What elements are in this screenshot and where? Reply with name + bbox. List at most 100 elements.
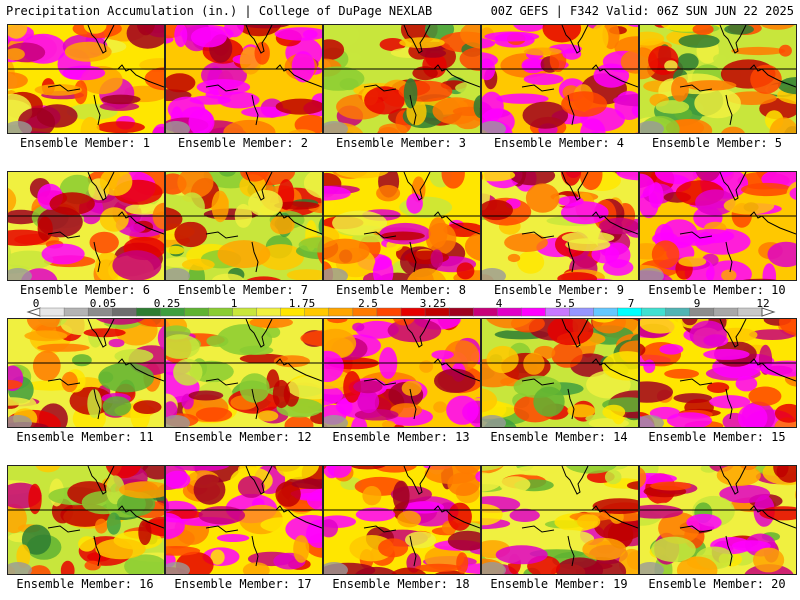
member-label: Ensemble Member: 7: [177, 283, 309, 297]
coastline: [205, 172, 322, 273]
colorbar-tick-label: 7: [627, 297, 635, 310]
colorbar-swatch: [208, 307, 234, 317]
precip-field: [324, 319, 480, 427]
member-label: Ensemble Member: 8: [335, 283, 467, 297]
colorbar-tick-label: 1: [230, 297, 238, 310]
precip-field: [166, 466, 322, 574]
member-map-panel: [7, 318, 165, 428]
coastline: [47, 319, 164, 420]
member-map-panel: [165, 465, 323, 575]
member-label: Ensemble Member: 6: [19, 283, 151, 297]
member-map-panel: [7, 24, 165, 134]
precip-field: [482, 25, 638, 133]
precip-field: [166, 25, 322, 133]
member-label: Ensemble Member: 5: [651, 136, 783, 150]
member-map-panel: [481, 171, 639, 281]
member-map-panel: [639, 318, 797, 428]
coastline: [363, 172, 480, 273]
member-label: Ensemble Member: 2: [177, 136, 309, 150]
precip-field: [8, 172, 164, 280]
precip-field: [324, 466, 480, 574]
member-label: Ensemble Member: 20: [648, 577, 786, 591]
member-map-panel: [323, 171, 481, 281]
colorbar-tick-label: 5.5: [555, 297, 575, 310]
member-map-panel: [165, 171, 323, 281]
member-map-panel: [481, 465, 639, 575]
member-map-panel: [165, 24, 323, 134]
member-label: Ensemble Member: 11: [16, 430, 154, 444]
colorbar-swatch: [328, 307, 354, 317]
precip-field: [324, 172, 480, 280]
precip-field: [166, 172, 322, 280]
coastline: [205, 319, 322, 420]
member-map-panel: [323, 24, 481, 134]
member-map-panel: [7, 171, 165, 281]
precip-field: [324, 25, 480, 133]
coastline: [521, 466, 638, 567]
colorbar-tick-label: 1.75: [288, 297, 316, 310]
member-label: Ensemble Member: 15: [648, 430, 786, 444]
coastline: [363, 319, 480, 420]
member-label: Ensemble Member: 3: [335, 136, 467, 150]
member-map-panel: [323, 465, 481, 575]
member-map-panel: [481, 24, 639, 134]
coastline: [47, 466, 164, 567]
precip-field: [482, 172, 638, 280]
colorbar-swatch: [376, 307, 402, 317]
coastline: [679, 172, 796, 273]
colorbar-swatch: [256, 307, 282, 317]
member-map-panel: [7, 465, 165, 575]
coastline: [679, 466, 796, 567]
precip-field: [640, 466, 796, 574]
member-label: Ensemble Member: 12: [174, 430, 312, 444]
member-label: Ensemble Member: 17: [174, 577, 312, 591]
colorbar-tick-label: 0.05: [89, 297, 117, 310]
colorbar-swatch: [63, 307, 89, 317]
coastline: [679, 319, 796, 420]
colorbar-tick-label: 2.5: [358, 297, 378, 310]
member-label: Ensemble Member: 4: [493, 136, 625, 150]
model-valid-time: 00Z GEFS | F342 Valid: 06Z SUN JUN 22 20…: [490, 4, 794, 18]
coastline: [47, 25, 164, 126]
precip-field: [640, 319, 796, 427]
colorbar-tick-label: 0: [32, 297, 40, 310]
precip-field: [482, 319, 638, 427]
precip-field: [8, 319, 164, 427]
colorbar-swatch: [39, 307, 65, 317]
coastline: [679, 25, 796, 126]
precip-field: [8, 466, 164, 574]
colorbar-swatch: [473, 307, 498, 317]
member-map-panel: [639, 24, 797, 134]
member-label: Ensemble Member: 18: [332, 577, 470, 591]
member-map-panel: [639, 171, 797, 281]
member-label: Ensemble Member: 1: [19, 136, 151, 150]
coastline: [205, 25, 322, 126]
member-label: Ensemble Member: 10: [648, 283, 786, 297]
coastline: [521, 25, 638, 126]
colorbar-swatch: [448, 307, 474, 317]
member-label: Ensemble Member: 16: [16, 577, 154, 591]
member-map-panel: [481, 318, 639, 428]
coastline: [521, 319, 638, 420]
colorbar-tick-label: 0.25: [153, 297, 181, 310]
precip-field: [640, 172, 796, 280]
precip-field: [640, 25, 796, 133]
coastline: [521, 172, 638, 273]
colorbar-swatch: [593, 307, 619, 317]
member-label: Ensemble Member: 13: [332, 430, 470, 444]
precip-field: [166, 319, 322, 427]
coastline: [47, 172, 164, 273]
colorbar-tick-label: 12: [756, 297, 770, 310]
member-map-panel: [639, 465, 797, 575]
member-label: Ensemble Member: 19: [490, 577, 628, 591]
colorbar-swatch: [521, 307, 547, 317]
coastline: [363, 466, 480, 567]
chart-title: Precipitation Accumulation (in.) | Colle…: [6, 4, 433, 18]
colorbar: [26, 307, 776, 317]
colorbar-swatch: [184, 307, 210, 317]
member-map-panel: [165, 318, 323, 428]
member-map-panel: [323, 318, 481, 428]
colorbar-swatch: [665, 307, 691, 317]
colorbar-swatch: [641, 307, 667, 317]
coastline: [205, 466, 322, 567]
